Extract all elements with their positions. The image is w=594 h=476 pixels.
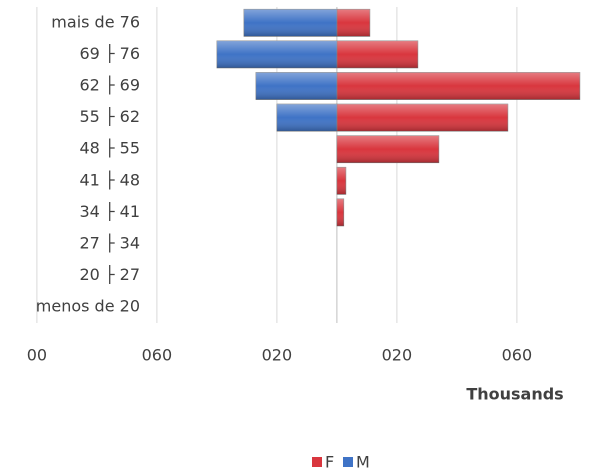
legend-label: F [325, 453, 334, 472]
y-tick-label: 55 ├ 62 [79, 106, 140, 126]
legend-swatch [312, 457, 322, 467]
bar [255, 72, 338, 100]
bar-shine [336, 135, 439, 163]
bar [336, 198, 345, 227]
bar-shine [336, 104, 508, 132]
y-tick-label: menos de 20 [36, 297, 140, 316]
bars [216, 8, 581, 227]
x-tick-label: 020 [382, 346, 413, 365]
bar [336, 8, 371, 37]
bar [243, 8, 338, 37]
bar [336, 103, 509, 132]
y-tick-label: 62 ├ 69 [79, 75, 140, 95]
x-tick-label: 060 [502, 346, 533, 365]
bar-shine [336, 40, 418, 68]
bar [336, 135, 440, 164]
bar [336, 166, 347, 195]
y-tick-label: 27 ├ 34 [79, 233, 140, 253]
x-axis-label: Thousands [466, 385, 563, 404]
bar [336, 40, 419, 69]
x-tick-label: 020 [262, 346, 293, 365]
labels: 00 060 020 020 060 mais de 76 69 ├ 76 62 ├ 69 55… [27, 12, 532, 364]
bar-shine [255, 72, 337, 100]
bar-shine [336, 9, 370, 37]
bar-shine [336, 198, 344, 226]
y-tick-label: 48 ├ 55 [79, 138, 140, 158]
y-tick-label: 41 ├ 48 [79, 169, 140, 189]
y-tick-label: 69 ├ 76 [79, 43, 140, 63]
bar-shine [243, 9, 337, 37]
x-tick-label: 060 [142, 346, 173, 365]
legend-label: M [356, 453, 370, 472]
legend-swatch [343, 457, 353, 467]
bar-shine [276, 104, 337, 132]
bar [216, 40, 338, 69]
y-tick-label: 20 ├ 27 [79, 264, 140, 284]
bar [336, 72, 581, 100]
bar-shine [216, 40, 337, 68]
y-tick-label: mais de 76 [51, 12, 140, 31]
bar-shine [336, 167, 346, 195]
bar [276, 103, 338, 132]
y-tick-label: 34 ├ 41 [79, 201, 140, 221]
bar-shine [336, 72, 580, 100]
x-tick-label: 00 [27, 346, 47, 365]
